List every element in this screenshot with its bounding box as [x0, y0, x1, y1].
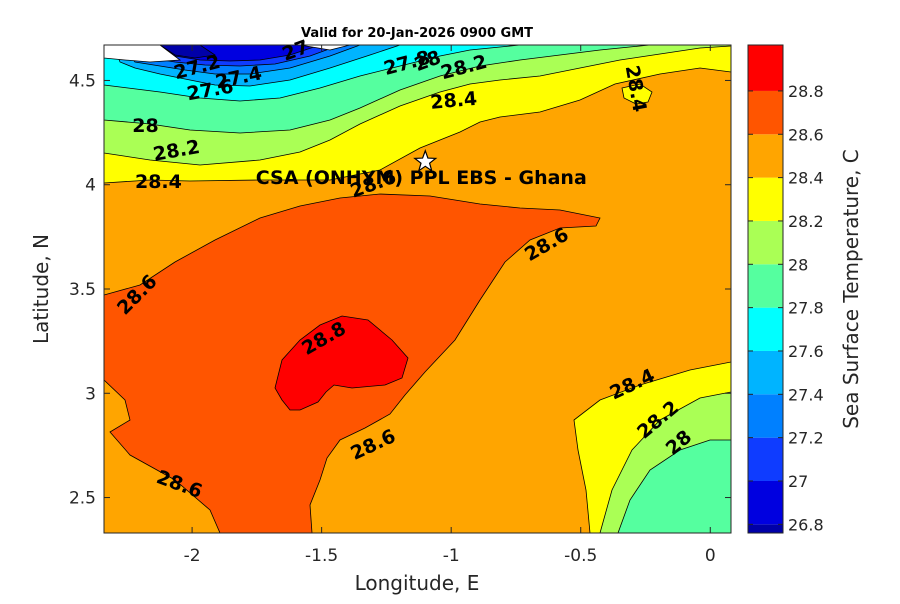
- colorbar-segment: [748, 220, 783, 265]
- no-data-white: [104, 45, 182, 63]
- contour-label: 28.4: [429, 88, 478, 114]
- colorbar-tick-label: 27.2: [788, 429, 824, 448]
- site-marker-group: CSA (ONHYM) PPL EBS - Ghana: [256, 149, 587, 189]
- contour-label: 28.4: [135, 171, 182, 193]
- colorbar-tick-label: 28: [788, 255, 808, 274]
- band-below-26.8: [159, 45, 217, 59]
- y-axis: 2.5 3 3.5 4 4.5: [69, 71, 731, 509]
- x-tick-label: 0: [705, 546, 716, 566]
- y-tick-label: 4: [85, 176, 96, 196]
- band-above-28.8: [274, 315, 409, 411]
- colorbar-tick-label: 27.4: [788, 385, 824, 404]
- colorbar-tick-label: 28.8: [788, 82, 824, 101]
- colorbar-segment: [748, 45, 783, 91]
- no-data-white-2: [299, 45, 351, 51]
- site-label: CSA (ONHYM) PPL EBS - Ghana: [256, 167, 587, 189]
- colorbar-tick-label: 27.8: [788, 299, 824, 318]
- x-axis: -2 -1.5 -1 -0.5 0: [184, 45, 716, 566]
- band-28.2-28.4-small: [621, 83, 653, 105]
- colorbar-tick-label: 26.8: [788, 515, 824, 534]
- colorbar-tick-label: 28.2: [788, 212, 824, 231]
- band-27.8-28.0-se: [617, 439, 731, 533]
- colorbar-tick-label: 27: [788, 472, 808, 491]
- colorbar-segment: [748, 134, 783, 178]
- colorbar-segment: [748, 307, 783, 351]
- x-tick-label: -0.5: [564, 546, 597, 566]
- x-axis-label: Longitude, E: [355, 571, 480, 595]
- colorbar-label: Sea Surface Temperature, C: [839, 149, 863, 429]
- colorbar-segment: [748, 480, 783, 525]
- colorbar-segment: [748, 177, 783, 221]
- colorbar-segment: [748, 394, 783, 438]
- y-tick-label: 2.5: [69, 489, 96, 509]
- colorbar-segment: [748, 264, 783, 308]
- colorbar-tick-label: 27.6: [788, 342, 824, 361]
- colorbar-frame: [747, 44, 784, 534]
- chart-title: Valid for 20-Jan-2026 0900 GMT: [301, 26, 533, 41]
- x-tick-label: -1.5: [305, 546, 338, 566]
- site-star-marker: [413, 149, 438, 173]
- y-tick-label: 4.5: [69, 71, 96, 91]
- y-axis-label: Latitude, N: [29, 234, 53, 344]
- colorbar-segment: [748, 437, 783, 481]
- contour-label: 28: [132, 115, 158, 137]
- colorbar-tick-label: 28.4: [788, 169, 824, 188]
- x-tick-label: -1: [443, 546, 460, 566]
- x-tick-label: -2: [184, 546, 201, 566]
- plot-area: [104, 45, 731, 533]
- colorbar-segment: [748, 524, 783, 533]
- colorbar-segment: [748, 90, 783, 135]
- y-tick-label: 3.5: [69, 280, 96, 300]
- colorbar-segment: [748, 350, 783, 395]
- y-tick-label: 3: [85, 384, 96, 404]
- colorbar: 26.8 27 27.2 27.4 27.6 27.8 28 28.2 28.4 28.6 28.8: [747, 44, 824, 534]
- colorbar-tick-label: 28.6: [788, 125, 824, 144]
